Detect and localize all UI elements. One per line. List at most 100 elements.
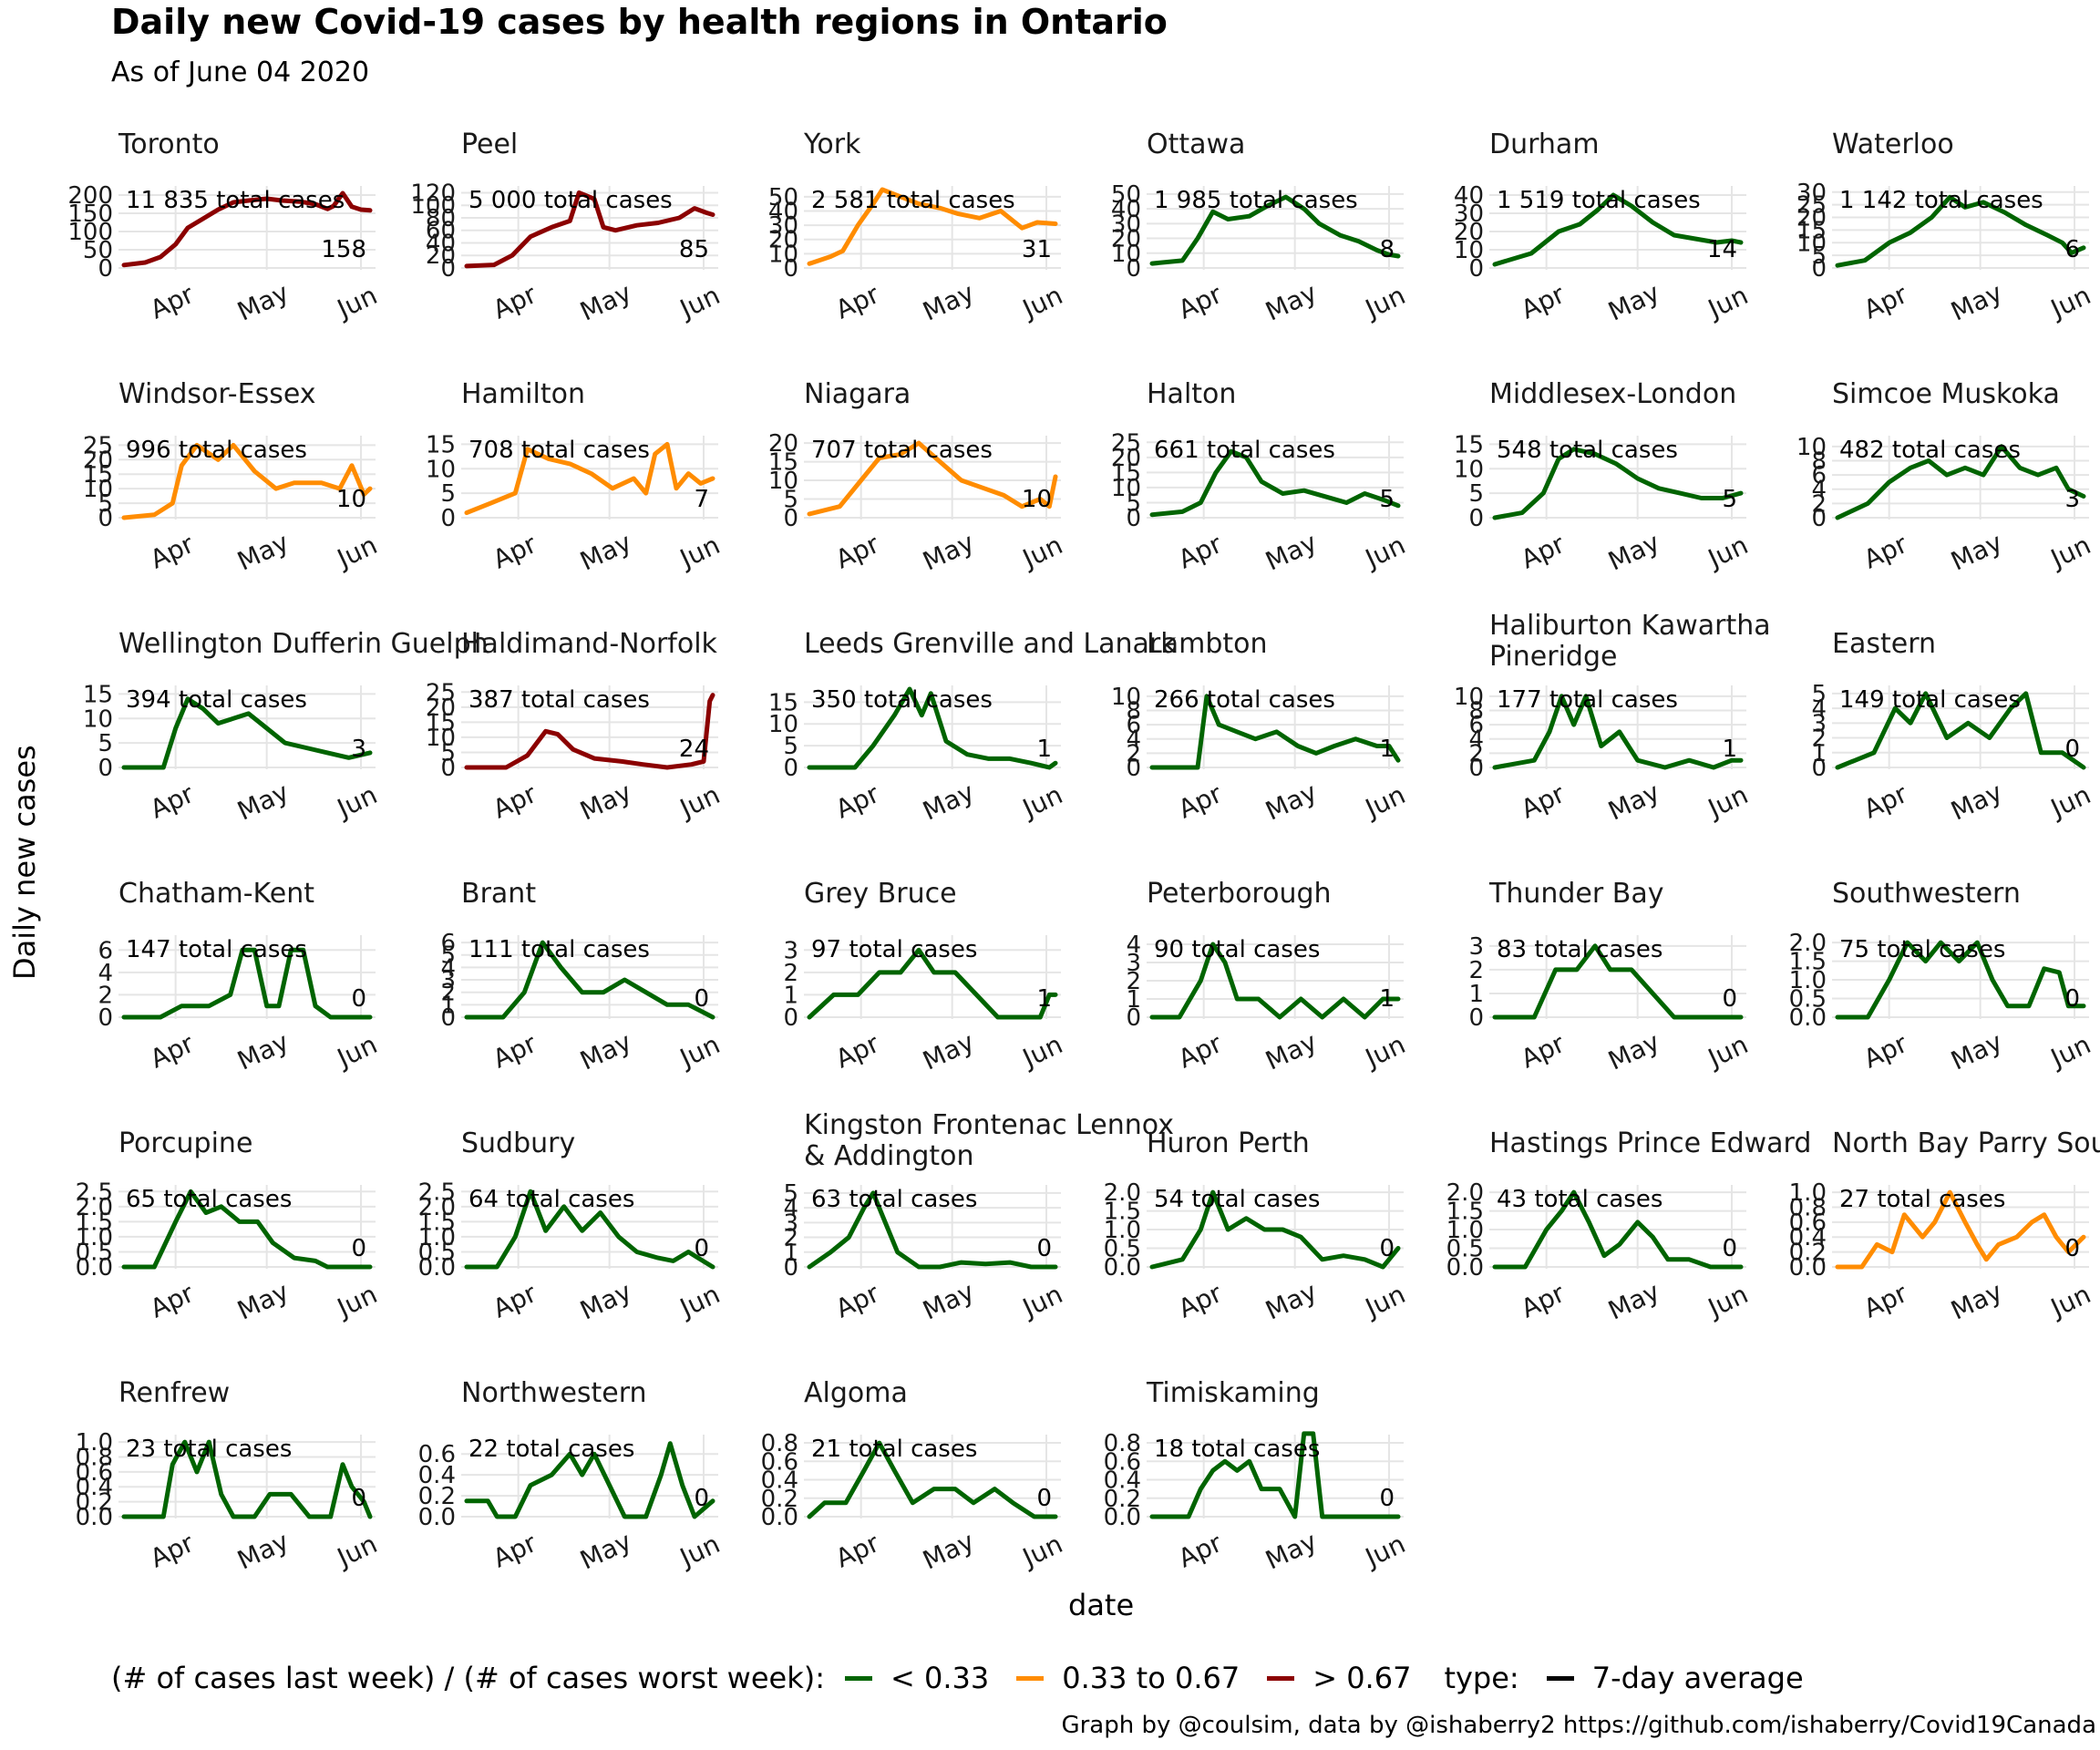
x-tick-label: May xyxy=(918,1026,978,1076)
y-tick-label: 3 xyxy=(783,937,798,964)
total-cases-label: 387 total cases xyxy=(468,686,650,714)
x-tick-label: May xyxy=(1261,1026,1321,1076)
panel-title-north-bay-parry-sound: North Bay Parry Sound xyxy=(1832,1127,2100,1159)
x-tick-label: Jun xyxy=(1016,1529,1066,1573)
y-tick-label: 5 xyxy=(1468,480,1484,508)
x-tick-label: May xyxy=(1946,1276,2006,1325)
y-tick-label: 0 xyxy=(783,1254,798,1282)
series-line-kingston-frontenac-lennox-addington xyxy=(807,1190,1058,1270)
y-tick-label: 6 xyxy=(1811,462,1827,489)
y-tick-label: 0 xyxy=(783,505,798,532)
y-tick-label: 4 xyxy=(1126,726,1141,754)
y-tick-label: 40 xyxy=(426,230,456,257)
y-tick-label: 2.0 xyxy=(1104,1179,1141,1207)
y-tick-label: 4 xyxy=(98,960,113,987)
x-tick-label: May xyxy=(575,527,635,576)
y-tick-label: 1 xyxy=(783,982,798,1009)
x-tick-label: May xyxy=(1603,1026,1663,1076)
series-line-northwestern xyxy=(464,1441,715,1519)
y-tick-label: 2 xyxy=(783,1225,798,1252)
x-tick-label: Apr xyxy=(1859,1028,1912,1075)
y-tick-label: 0 xyxy=(1126,755,1141,782)
x-tick-label: Jun xyxy=(1702,530,1752,574)
legend-key-type xyxy=(1546,1675,1574,1681)
last-value-label: 31 xyxy=(1022,236,1052,263)
x-tick-label: May xyxy=(918,527,978,576)
y-tick-label: 6 xyxy=(98,937,113,964)
last-value-label: 1 xyxy=(1036,985,1052,1013)
x-tick-label: Jun xyxy=(674,1279,724,1323)
series-line-niagara xyxy=(807,440,1058,517)
y-tick-label: 25 xyxy=(426,679,456,706)
y-tick-label: 0.0 xyxy=(1789,1004,1827,1032)
chart-title: Daily new Covid-19 cases by health regio… xyxy=(111,2,1168,42)
y-tick-label: 2.0 xyxy=(1789,930,1827,957)
panel-title-peel: Peel xyxy=(461,129,518,160)
legend-label-type: 7-day average xyxy=(1591,1661,1804,1695)
last-value-label: 1 xyxy=(1722,736,1737,763)
y-tick-label: 0 xyxy=(440,255,456,283)
series-line-windsor-essex xyxy=(121,442,373,520)
series-line-simcoe-muskoka xyxy=(1835,444,2086,520)
y-tick-label: 30 xyxy=(768,212,798,240)
y-tick-label: 5 xyxy=(440,480,456,508)
y-tick-label: 0 xyxy=(783,755,798,782)
x-tick-label: May xyxy=(232,527,293,576)
x-tick-label: Jun xyxy=(331,1029,381,1074)
y-tick-label: 0.5 xyxy=(1104,1236,1141,1263)
last-value-label: 3 xyxy=(351,736,366,763)
x-tick-label: Apr xyxy=(489,279,541,325)
y-tick-label: 5 xyxy=(440,942,456,970)
x-tick-label: May xyxy=(232,1526,293,1575)
y-tick-label: 30 xyxy=(1111,211,1141,238)
series-line-chatham-kent xyxy=(121,947,373,1020)
last-value-label: 14 xyxy=(1707,236,1737,263)
series-line-lambton xyxy=(1149,694,1401,770)
x-tick-label: Jun xyxy=(331,530,381,574)
y-tick-label: 40 xyxy=(1454,182,1484,210)
x-tick-label: Jun xyxy=(674,779,724,824)
y-tick-label: 2 xyxy=(1468,957,1484,984)
y-tick-label: 0.5 xyxy=(76,1239,113,1266)
panel-title-halton: Halton xyxy=(1147,378,1236,410)
y-tick-label: 1.5 xyxy=(76,1209,113,1236)
panel-title-sudbury: Sudbury xyxy=(461,1127,575,1159)
y-tick-label: 0.0 xyxy=(76,1254,113,1282)
x-tick-label: Apr xyxy=(831,1028,884,1075)
total-cases-label: 996 total cases xyxy=(126,437,307,464)
y-tick-label: 80 xyxy=(426,205,456,232)
y-tick-label: 0.6 xyxy=(1789,1210,1827,1237)
y-tick-label: 10 xyxy=(768,241,798,268)
y-tick-label: 4 xyxy=(1811,477,1827,504)
series-line-brant xyxy=(464,940,715,1020)
x-tick-label: May xyxy=(1946,527,2006,576)
last-value-label: 0 xyxy=(2064,736,2080,763)
y-tick-label: 2 xyxy=(1811,726,1827,753)
last-value-label: 6 xyxy=(2064,236,2080,263)
x-tick-label: Jun xyxy=(1359,1029,1409,1074)
y-axis-label-box: Daily new cases xyxy=(4,745,58,980)
last-value-label: 0 xyxy=(2064,985,2080,1013)
x-tick-label: Jun xyxy=(1016,530,1066,574)
y-tick-label: 15 xyxy=(768,449,798,477)
total-cases-label: 482 total cases xyxy=(1839,437,2021,464)
y-tick-label: 0 xyxy=(1126,1004,1141,1032)
total-cases-label: 661 total cases xyxy=(1154,437,1335,464)
y-tick-label: 1.5 xyxy=(1446,1199,1484,1226)
y-tick-label: 20 xyxy=(1454,219,1484,246)
panel-title-thunder-bay: Thunder Bay xyxy=(1488,878,1663,910)
panel-title-hastings-prince-edward: Hastings Prince Edward xyxy=(1489,1127,1811,1159)
y-tick-label: 5 xyxy=(98,490,113,518)
total-cases-label: 548 total cases xyxy=(1497,437,1678,464)
y-tick-label: 0 xyxy=(783,1004,798,1032)
total-cases-label: 350 total cases xyxy=(811,686,993,714)
y-tick-label: 50 xyxy=(768,184,798,211)
y-tick-label: 1.0 xyxy=(1789,1179,1827,1207)
y-tick-label: 15 xyxy=(1111,459,1141,487)
last-value-label: 8 xyxy=(1379,236,1395,263)
last-value-label: 0 xyxy=(1722,985,1737,1013)
x-tick-label: May xyxy=(575,277,635,326)
panel-title-haliburton-kawartha-pineridge: Haliburton Kawartha xyxy=(1489,610,1771,642)
x-tick-label: Jun xyxy=(331,1279,381,1323)
y-tick-label: 2.5 xyxy=(418,1179,456,1206)
